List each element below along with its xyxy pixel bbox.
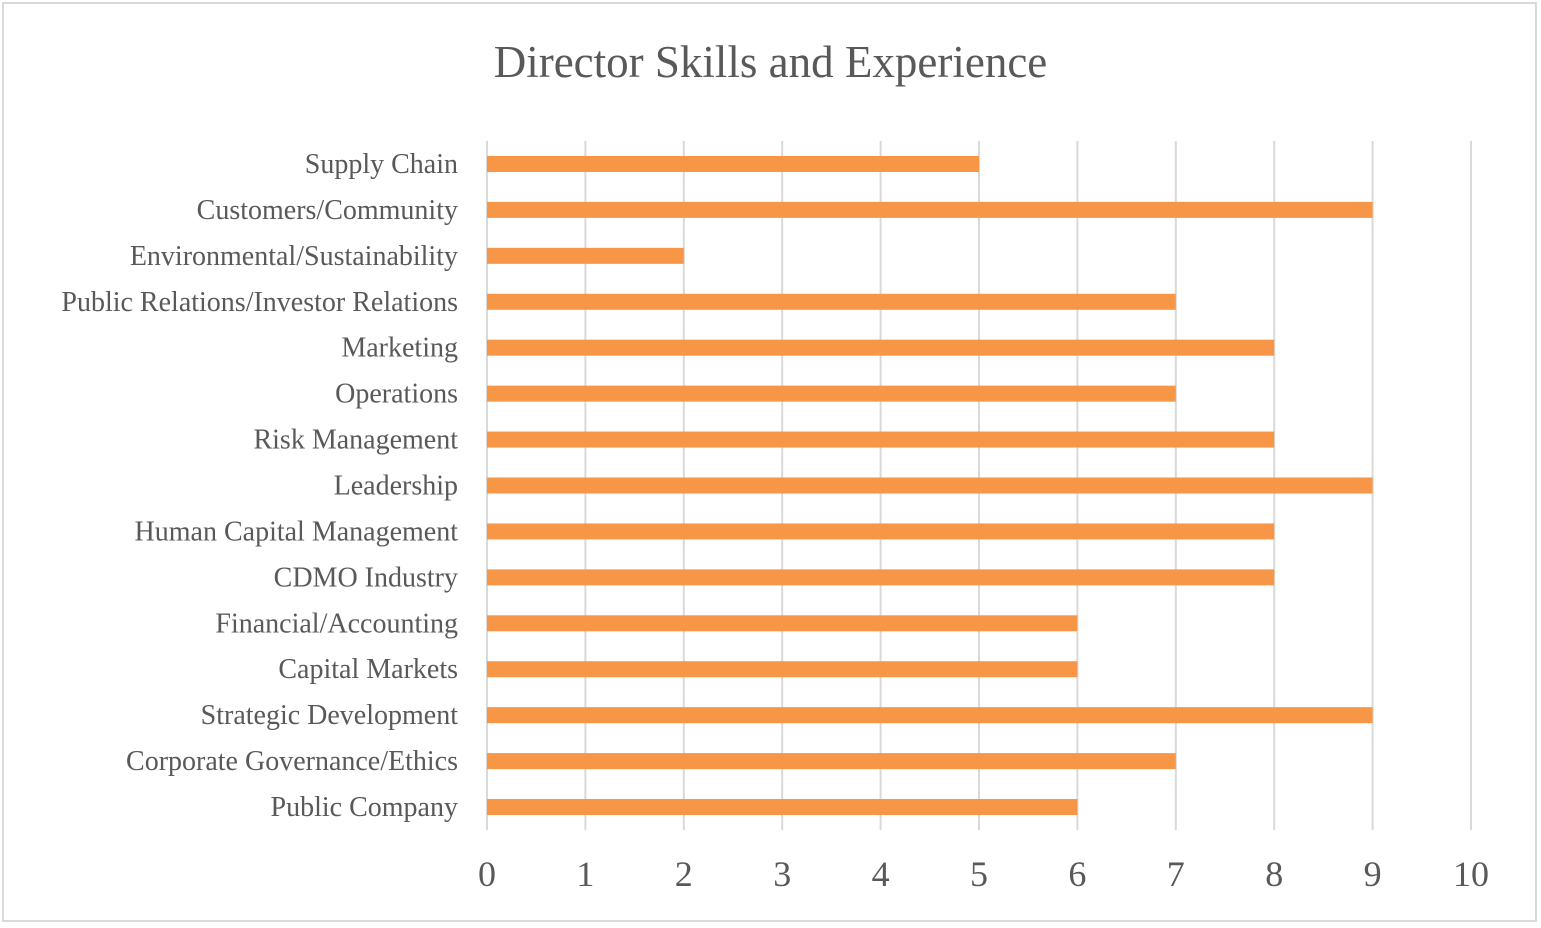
- category-labels: Supply Chain Customers/Community Environme…: [61, 149, 458, 823]
- x-tick-label-3: 3: [773, 854, 791, 894]
- bar-customers-community: [487, 201, 1373, 218]
- bar-public-relations-investor-relations: [487, 293, 1176, 310]
- x-tick-label-2: 2: [675, 854, 693, 894]
- bar-environmental-sustainability: [487, 247, 684, 264]
- chart-title: Director Skills and Experience: [493, 37, 1048, 87]
- bar-operations: [487, 385, 1176, 402]
- bar-financial-accounting: [487, 615, 1078, 632]
- x-tick-label-5: 5: [970, 854, 988, 894]
- category-label: Financial/Accounting: [215, 608, 458, 639]
- x-tick-label-6: 6: [1068, 854, 1086, 894]
- category-label: Operations: [335, 379, 458, 410]
- category-label: Public Relations/Investor Relations: [61, 287, 458, 318]
- category-label: CDMO Industry: [274, 562, 458, 593]
- category-label: Environmental/Sustainability: [130, 241, 458, 272]
- x-tick-label-8: 8: [1265, 854, 1283, 894]
- category-label: Leadership: [334, 471, 458, 502]
- x-tick-label-1: 1: [576, 854, 594, 894]
- category-label: Supply Chain: [305, 149, 458, 180]
- category-label: Human Capital Management: [135, 516, 459, 547]
- x-tick-labels: 0 1 2 3 4 5 6 7 8 9 10: [478, 854, 1489, 894]
- bar-strategic-development: [487, 707, 1373, 724]
- category-label: Capital Markets: [278, 654, 458, 685]
- bar-leadership: [487, 477, 1373, 494]
- category-label: Marketing: [341, 333, 458, 364]
- category-label: Corporate Governance/Ethics: [126, 746, 458, 777]
- bar-public-company: [487, 799, 1078, 816]
- x-tick-label-4: 4: [872, 854, 890, 894]
- bar-human-capital-management: [487, 523, 1275, 540]
- bar-marketing: [487, 339, 1275, 356]
- x-tick-label-7: 7: [1167, 854, 1185, 894]
- category-label: Risk Management: [253, 425, 458, 456]
- bars: [487, 155, 1373, 816]
- x-tick-label-10: 10: [1453, 854, 1489, 894]
- category-label: Strategic Development: [201, 700, 459, 731]
- bar-corporate-governance-ethics: [487, 753, 1176, 770]
- x-tick-label-0: 0: [478, 854, 496, 894]
- bar-cdmo-industry: [487, 569, 1275, 586]
- category-label: Public Company: [271, 792, 458, 823]
- bar-supply-chain: [487, 155, 979, 172]
- x-tick-label-9: 9: [1364, 854, 1382, 894]
- category-label: Customers/Community: [197, 195, 458, 226]
- bar-risk-management: [487, 431, 1275, 448]
- bar-capital-markets: [487, 661, 1078, 678]
